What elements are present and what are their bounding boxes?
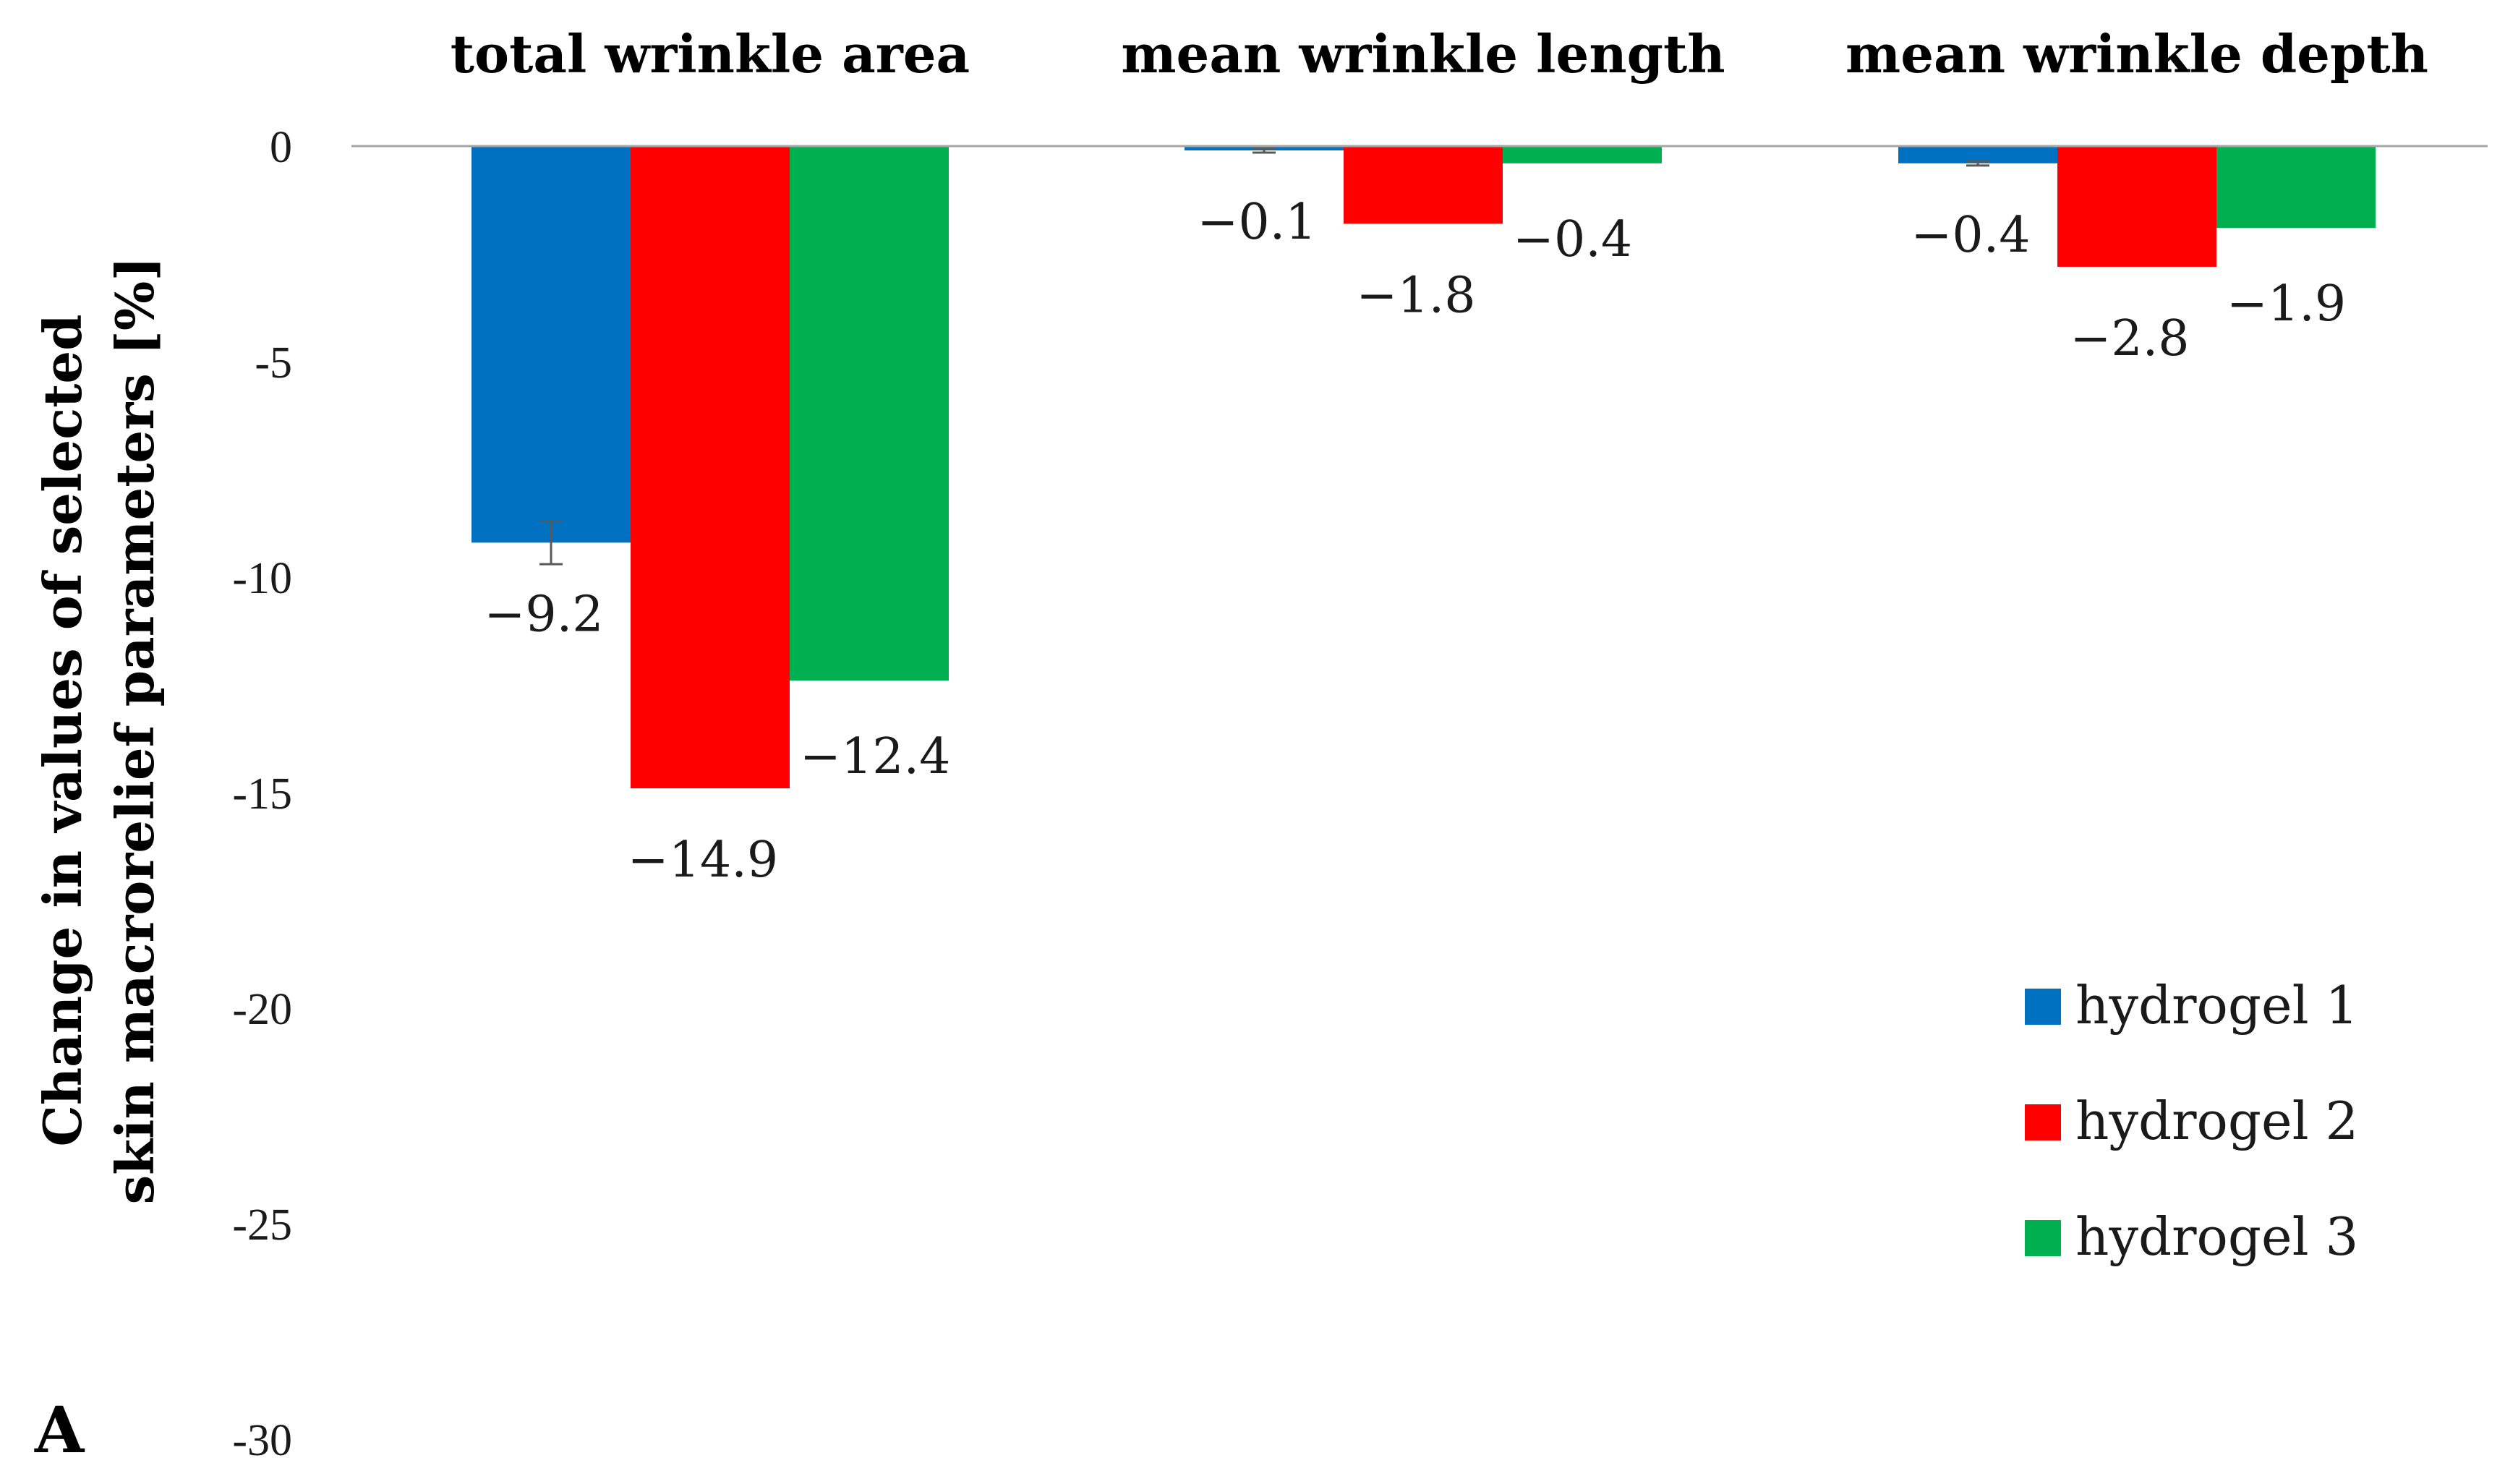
y-tick-label: 0	[270, 123, 292, 172]
bar-hydrogel-2-1	[631, 146, 790, 789]
bar-hydrogel-2-3	[2057, 146, 2216, 267]
error-bar	[539, 520, 563, 566]
legend-item: hydrogel 1	[2025, 975, 2358, 1036]
y-axis-title-line: Change in values of selected	[32, 314, 93, 1146]
data-label: −12.4	[800, 728, 950, 785]
y-tick-label: -15	[232, 769, 292, 819]
legend-item: hydrogel 3	[2025, 1206, 2358, 1267]
legend-label: hydrogel 1	[2075, 975, 2358, 1036]
legend: hydrogel 1 hydrogel 2 hydrogel 3	[2025, 975, 2358, 1267]
data-label: −14.9	[628, 832, 778, 889]
bar-hydrogel-3-1	[790, 146, 949, 681]
bars-layer	[471, 146, 2376, 789]
data-label: −9.2	[484, 586, 603, 643]
legend-swatch	[2025, 989, 2061, 1025]
y-tick-label: -25	[232, 1201, 292, 1250]
legend-swatch	[2025, 1104, 2061, 1140]
bar-hydrogel-3-3	[2216, 146, 2376, 229]
panel-label: A	[34, 1392, 85, 1467]
error-bar	[1252, 147, 1276, 154]
data-labels-layer: −9.2 −0.1 −0.4 −14.9 −1.8 −2.8 −12.4 −0.4 −1.9	[484, 194, 2346, 889]
error-bars-layer	[539, 147, 1989, 566]
y-axis-title-line: skin macrorelief parameters [%]	[104, 257, 166, 1205]
error-bar	[1966, 160, 1989, 167]
y-tick-label: -30	[232, 1416, 292, 1465]
category-label: total wrinkle area	[451, 23, 970, 85]
data-label: −1.9	[2227, 276, 2346, 333]
data-label: −0.4	[1513, 211, 1632, 268]
y-axis-ticks: 0 -5 -10 -15 -20 -25 -30	[232, 123, 292, 1465]
category-labels: total wrinkle area mean wrinkle length mea…	[451, 23, 2428, 85]
legend-label: hydrogel 2	[2075, 1091, 2358, 1151]
category-label: mean wrinkle length	[1121, 23, 1725, 85]
legend-label: hydrogel 3	[2075, 1206, 2358, 1267]
bar-hydrogel-1-3	[1898, 146, 2057, 163]
y-axis-title: Change in values of selected skin macrore…	[32, 257, 166, 1205]
bar-hydrogel-1-1	[471, 146, 631, 543]
category-label: mean wrinkle depth	[1845, 23, 2428, 85]
y-tick-label: -5	[255, 338, 292, 388]
y-tick-label: -20	[232, 985, 292, 1034]
data-label: −1.8	[1356, 267, 1475, 324]
bar-hydrogel-2-2	[1344, 146, 1503, 224]
legend-item: hydrogel 2	[2025, 1091, 2358, 1151]
data-label: −2.8	[2070, 310, 2189, 367]
bar-hydrogel-3-2	[1503, 146, 1662, 163]
y-tick-label: -10	[232, 554, 292, 603]
data-label: −0.4	[1911, 207, 2030, 264]
legend-swatch	[2025, 1220, 2061, 1256]
data-label: −0.1	[1197, 194, 1316, 251]
